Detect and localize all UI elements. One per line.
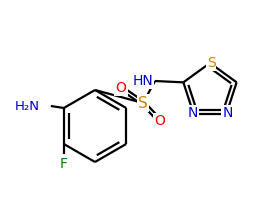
Text: HN: HN	[132, 74, 153, 88]
Text: O: O	[116, 81, 126, 95]
Text: S: S	[138, 95, 148, 110]
Text: F: F	[60, 157, 68, 171]
Text: O: O	[154, 114, 165, 128]
Text: S: S	[207, 56, 215, 70]
Text: H₂N: H₂N	[15, 99, 40, 112]
Text: N: N	[187, 106, 198, 120]
Text: N: N	[222, 106, 233, 120]
